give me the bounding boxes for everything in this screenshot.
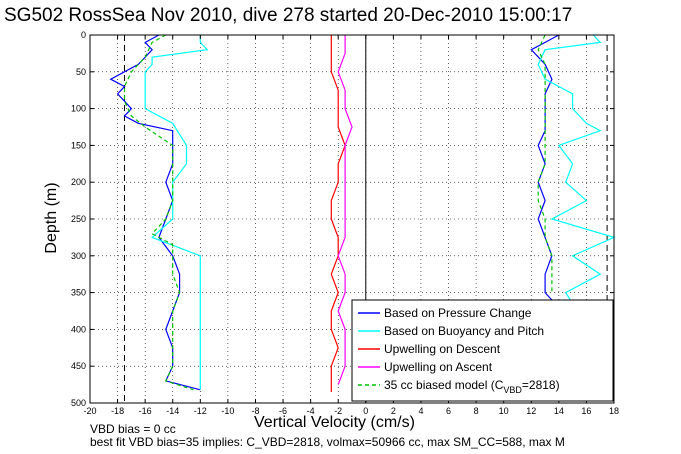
axis-ticks: -20 -18 -16 -14 -12 -10 -8 -6 -4 -2 0 2 4 6 8 10 12 14 16 1…	[71, 30, 619, 416]
x-tick-label: -18	[111, 406, 124, 416]
x-axis-label: Vertical Velocity (cm/s)	[254, 414, 415, 431]
x-tick-label: -8	[251, 406, 259, 416]
best-fit-note: best fit VBD bias=35 implies: C_VBD=2818…	[90, 435, 565, 449]
x-tick-label: -14	[166, 406, 179, 416]
y-tick-label: 300	[71, 251, 86, 261]
x-tick-label: 8	[474, 406, 479, 416]
legend-entry-label: 35 cc biased model (CVBD=2818)	[384, 378, 560, 395]
series-35-cc-biased-model-c-vbd-2818-descent	[123, 34, 194, 391]
data-series	[109, 34, 616, 392]
y-tick-label: 400	[71, 324, 86, 334]
series-based-on-buoyancy-and-pitch-descent	[144, 35, 209, 390]
x-tick-label: -4	[307, 406, 315, 416]
legend-box	[351, 299, 614, 402]
legend-entry-label: Based on Pressure Change	[384, 306, 532, 320]
x-tick-label: 12	[526, 406, 536, 416]
y-tick-label: 200	[71, 177, 86, 187]
y-tick-label: 50	[76, 67, 86, 77]
x-tick-label: 2	[391, 406, 396, 416]
x-tick-label: 16	[581, 406, 591, 416]
x-tick-label: 10	[499, 406, 509, 416]
y-tick-label: 350	[71, 288, 86, 298]
x-tick-label: -6	[279, 406, 287, 416]
series-based-on-pressure-change-ascent	[530, 34, 560, 301]
x-tick-label: 18	[609, 406, 619, 416]
x-tick-label: -2	[334, 406, 342, 416]
x-tick-label: -10	[221, 406, 234, 416]
series-upwelling-on-ascent	[337, 35, 353, 385]
chart-title: SG502 RossSea Nov 2010, dive 278 started…	[4, 5, 573, 26]
series-upwelling-on-descent	[330, 35, 346, 392]
y-tick-label: 150	[71, 140, 86, 150]
vbd-bias-note: VBD bias = 0 cc	[90, 422, 176, 436]
series-35-cc-biased-model-c-vbd-2818-ascent	[537, 34, 553, 293]
x-tick-label: -20	[83, 406, 96, 416]
y-tick-label: 450	[71, 361, 86, 371]
x-tick-label: -16	[139, 406, 152, 416]
y-tick-label: 500	[71, 398, 86, 408]
y-tick-label: 250	[71, 214, 86, 224]
series-based-on-buoyancy-and-pitch-ascent	[537, 34, 616, 304]
x-tick-label: 0	[363, 406, 368, 416]
x-tick-label: 4	[418, 406, 423, 416]
legend-entry-label: Based on Buoyancy and Pitch	[384, 324, 544, 338]
x-tick-label: 6	[446, 406, 451, 416]
y-tick-label: 100	[71, 104, 86, 114]
legend: Based on Pressure Change Based on Buoyanc…	[351, 299, 614, 402]
legend-entry-label: Upwelling on Ascent	[384, 360, 493, 374]
x-tick-label: -12	[194, 406, 207, 416]
y-tick-label: 0	[81, 30, 86, 40]
legend-entry-label: Upwelling on Descent	[384, 342, 501, 356]
x-tick-label: 14	[554, 406, 564, 416]
